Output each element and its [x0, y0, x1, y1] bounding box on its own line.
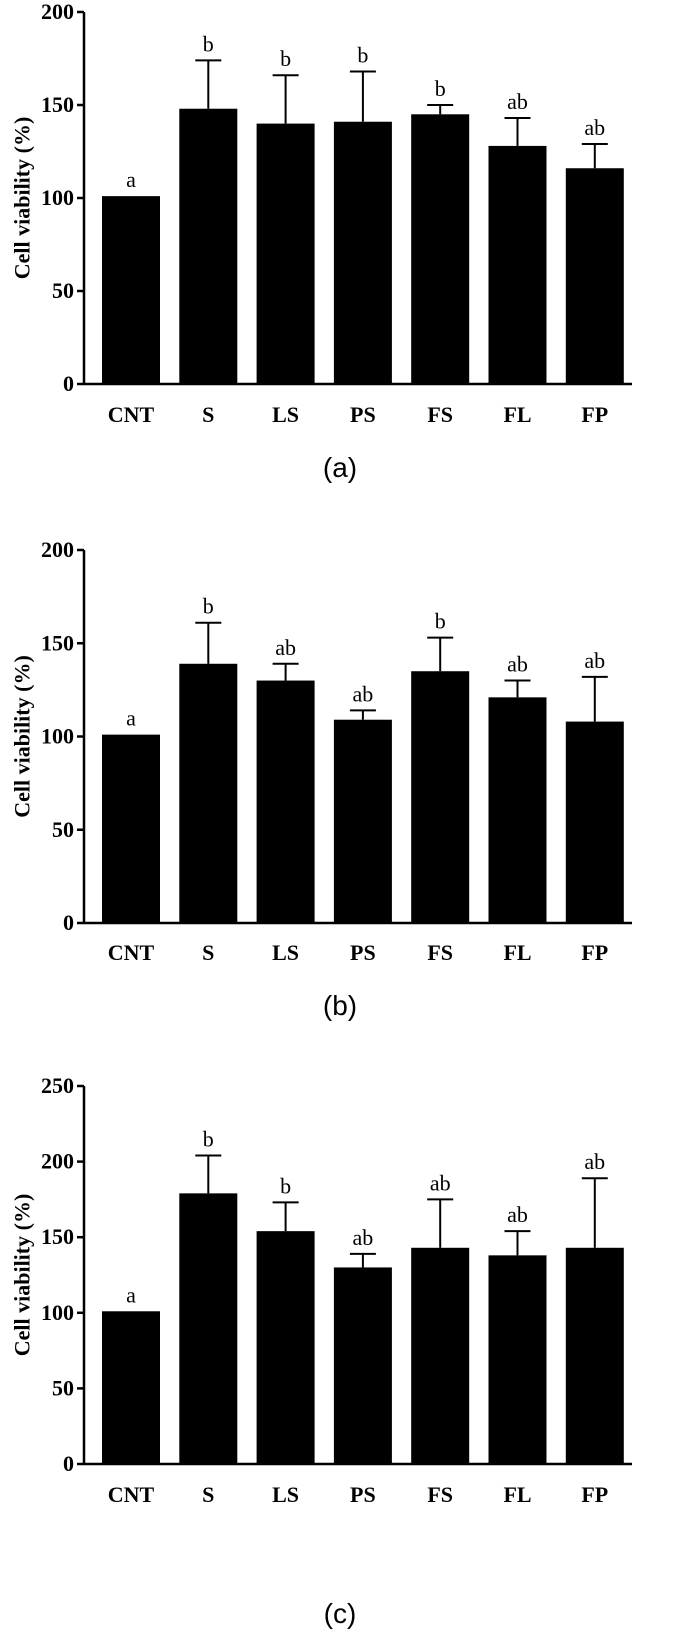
x-category-label-fp: FP — [581, 1482, 608, 1507]
bar-fs — [411, 1247, 470, 1464]
y-tick-label: 0 — [63, 371, 74, 396]
y-tick-label: 50 — [52, 817, 74, 842]
y-tick-label: 150 — [41, 630, 74, 655]
y-axis-title: Cell viability (%) — [10, 655, 35, 818]
x-category-label-cnt: CNT — [108, 402, 155, 427]
chart-c-svg: 0 50 100 150 200 250 Cell viability (%) a CNT b Sb… — [10, 1073, 632, 1507]
significance-label-s: b — [203, 1127, 214, 1152]
chart-a-svg: 0 50 100 150 200 Cell viability (%) a CNT b Sb LS b… — [10, 0, 632, 427]
x-category-label-s: S — [202, 1482, 214, 1507]
significance-label-fp: ab — [584, 115, 605, 140]
x-category-label-fl: FL — [503, 940, 531, 965]
significance-label-fs: b — [435, 76, 446, 101]
significance-label-fp: ab — [584, 648, 605, 673]
bar-fp — [565, 1247, 624, 1464]
x-category-label-fs: FS — [427, 940, 453, 965]
x-category-label-ls: LS — [272, 1482, 299, 1507]
significance-label-cnt: a — [126, 167, 136, 192]
y-tick-label: 200 — [41, 537, 74, 562]
bar-cnt — [102, 196, 160, 384]
significance-label-ps: ab — [353, 681, 374, 706]
x-category-label-fl: FL — [503, 402, 531, 427]
x-category-label-ls: LS — [272, 402, 299, 427]
x-category-label-s: S — [202, 940, 214, 965]
bar-ls — [256, 680, 315, 923]
significance-label-fl: ab — [507, 652, 528, 677]
x-category-label-ls: LS — [272, 940, 299, 965]
x-category-label-fs: FS — [427, 402, 453, 427]
y-tick-label: 200 — [41, 1149, 74, 1174]
bar-cnt — [102, 1311, 160, 1464]
panel-label-c: (c) — [323, 1598, 357, 1629]
x-category-label-s: S — [202, 402, 214, 427]
bar-cnt — [102, 734, 160, 923]
y-tick-label: 100 — [41, 185, 74, 210]
x-category-label-ps: PS — [350, 402, 376, 427]
significance-label-ps: ab — [353, 1225, 374, 1250]
bar-fl — [488, 697, 547, 923]
y-tick-label: 250 — [41, 1073, 74, 1098]
y-tick-label: 150 — [41, 1224, 74, 1249]
y-tick-label: 0 — [63, 1451, 74, 1476]
significance-label-cnt: a — [126, 706, 136, 731]
y-tick-label: 0 — [63, 910, 74, 935]
bar-fs — [411, 671, 470, 923]
y-axis-title: Cell viability (%) — [10, 117, 35, 280]
significance-label-fs: ab — [430, 1170, 451, 1195]
significance-label-fp: ab — [584, 1149, 605, 1174]
bar-s — [179, 663, 238, 923]
panel-label-a: (a) — [322, 452, 358, 483]
significance-label-fs: b — [435, 609, 446, 634]
significance-label-fl: ab — [507, 89, 528, 114]
x-category-label-fs: FS — [427, 1482, 453, 1507]
x-category-label-ps: PS — [350, 1482, 376, 1507]
y-tick-label: 150 — [41, 92, 74, 117]
bar-fl — [488, 145, 547, 384]
y-tick-label: 100 — [41, 724, 74, 749]
significance-label-ls: ab — [275, 635, 296, 660]
significance-label-ls: b — [280, 1173, 291, 1198]
bar-fp — [565, 168, 624, 384]
y-tick-label: 50 — [52, 278, 74, 303]
x-category-label-cnt: CNT — [108, 940, 155, 965]
y-axis-title: Cell viability (%) — [10, 1194, 35, 1357]
y-tick-label: 50 — [52, 1375, 74, 1400]
significance-label-fl: ab — [507, 1202, 528, 1227]
x-category-label-fp: FP — [581, 402, 608, 427]
bar-ps — [333, 719, 392, 923]
significance-label-s: b — [203, 31, 214, 56]
x-category-label-fl: FL — [503, 1482, 531, 1507]
significance-label-ls: b — [280, 46, 291, 71]
bar-ls — [256, 123, 315, 384]
panel-label-b: (b) — [322, 990, 358, 1021]
bar-ps — [333, 1267, 392, 1464]
y-tick-label: 200 — [41, 0, 74, 24]
y-tick-label: 100 — [41, 1300, 74, 1325]
x-category-label-fp: FP — [581, 940, 608, 965]
bar-fs — [411, 114, 470, 385]
bar-fl — [488, 1255, 547, 1464]
x-category-label-ps: PS — [350, 940, 376, 965]
chart-b-svg: 0 50 100 150 200 Cell viability (%) a CNT b Sab LS… — [10, 537, 632, 965]
bar-s — [179, 108, 238, 384]
significance-label-ps: b — [357, 43, 368, 68]
significance-label-cnt: a — [126, 1282, 136, 1307]
bar-s — [179, 1193, 238, 1464]
bar-ls — [256, 1231, 315, 1464]
x-category-label-cnt: CNT — [108, 1482, 155, 1507]
bar-ps — [333, 121, 392, 385]
significance-label-s: b — [203, 594, 214, 619]
bar-fp — [565, 721, 624, 923]
